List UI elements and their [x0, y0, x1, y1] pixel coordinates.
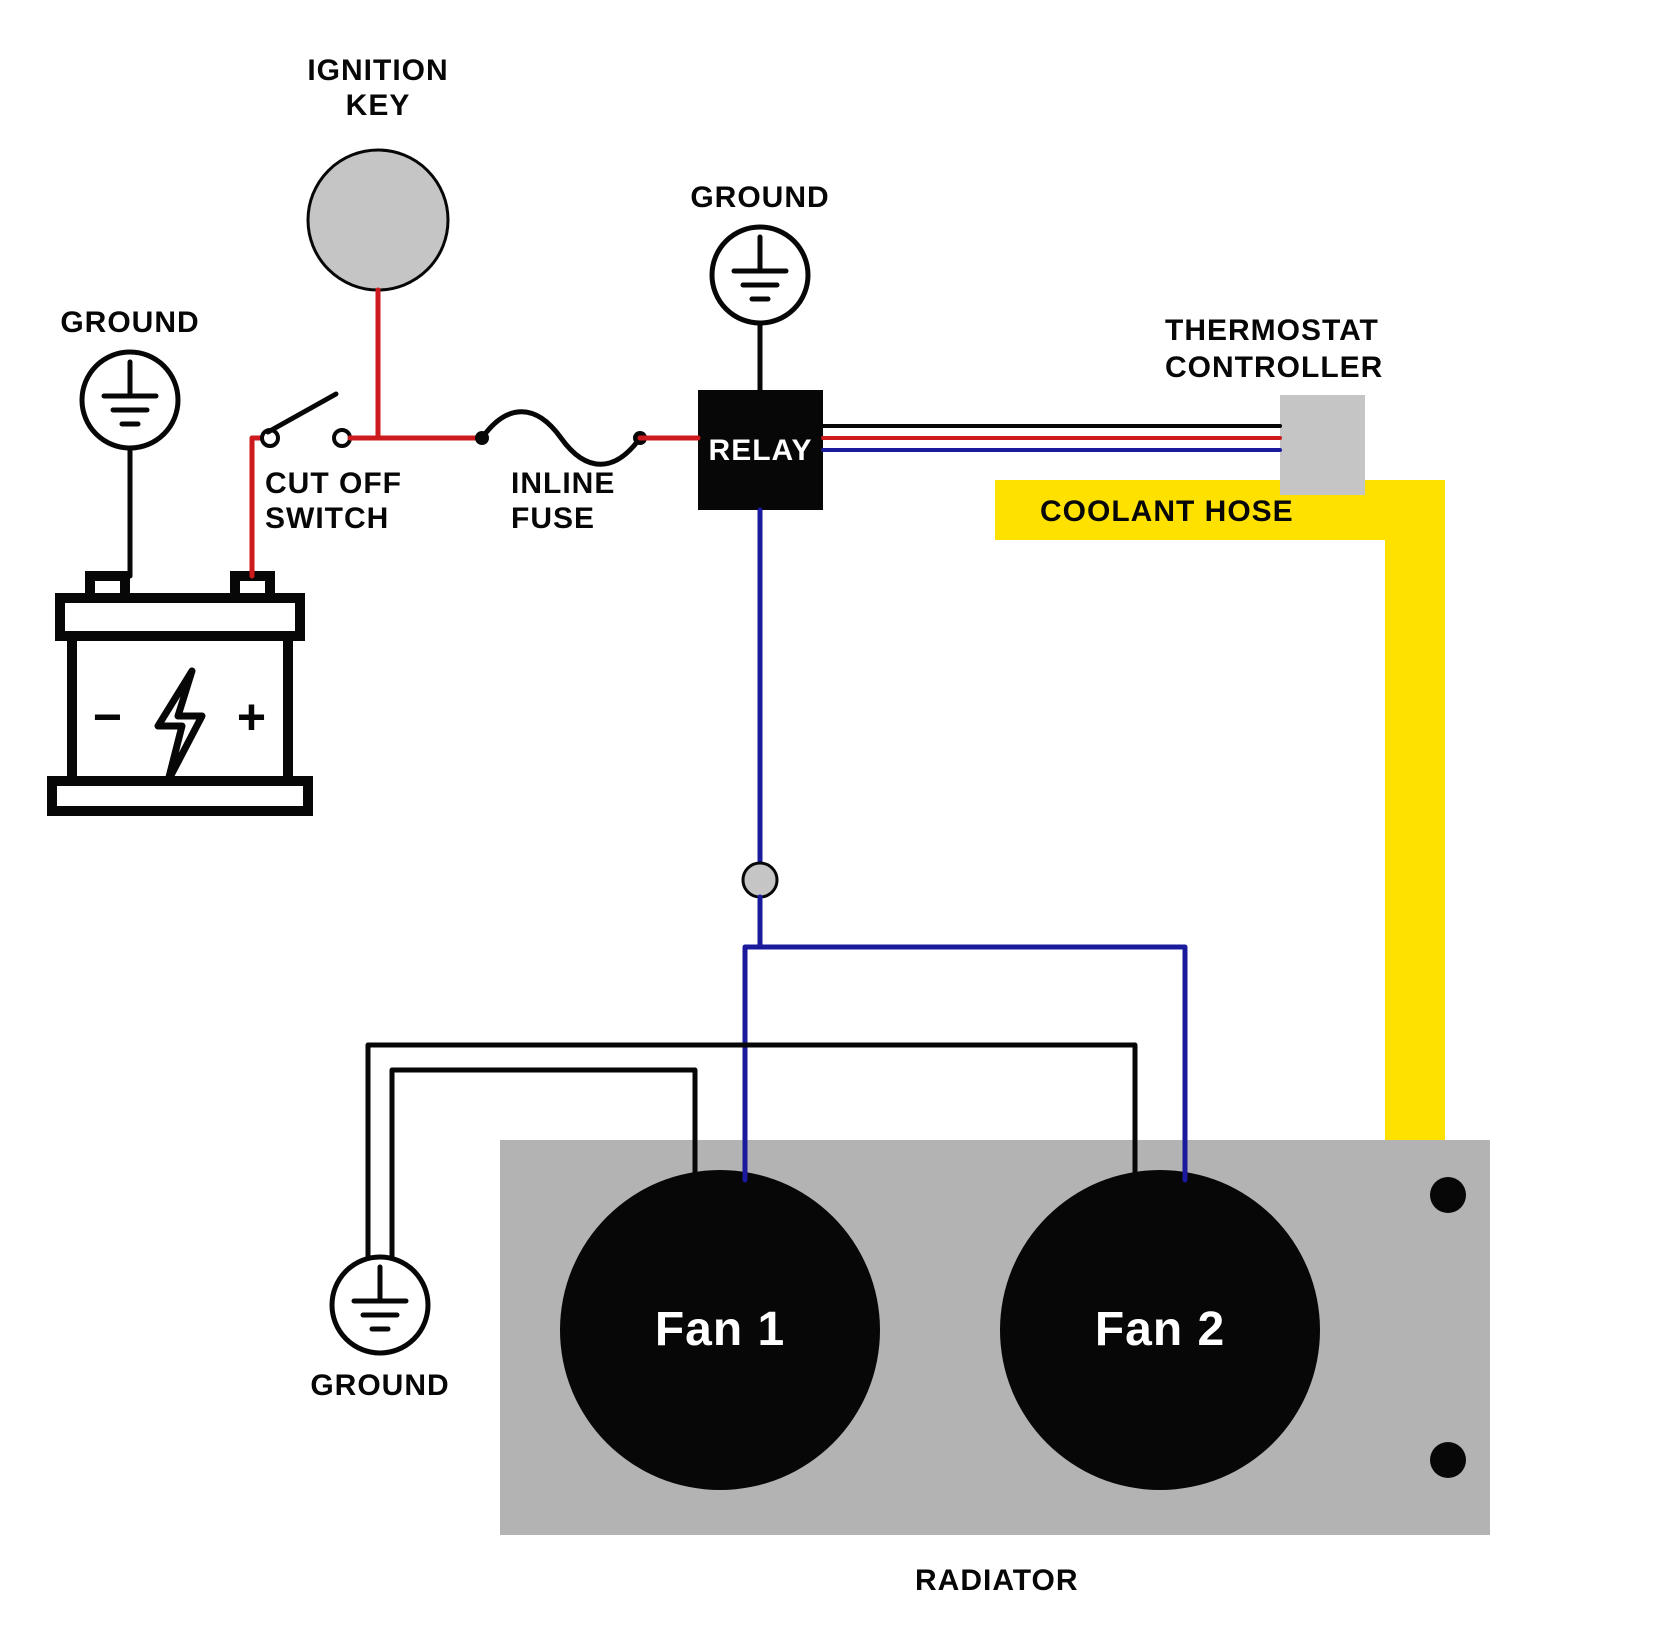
radiator-port-bottom: [1430, 1442, 1466, 1478]
cutoff-label-2: SWITCH: [265, 502, 389, 535]
coolant-hose-vertical: [1385, 480, 1445, 1185]
wiring-diagram: COOLANT HOSE Fan 1 Fan 2 RADIATOR THERMOSTAT…: [0, 0, 1678, 1638]
thermostat-label-1: THERMOSTAT: [1165, 314, 1379, 347]
fan-2-label: Fan 2: [1095, 1303, 1225, 1356]
thermostat-label-2: CONTROLLER: [1165, 351, 1383, 384]
radiator-port-top: [1430, 1177, 1466, 1213]
battery-bolt-icon: [158, 671, 202, 781]
radiator-label: RADIATOR: [915, 1564, 1079, 1597]
wire-battery-to-switch: [252, 438, 260, 576]
ignition-label-1: IGNITION: [307, 54, 448, 87]
fan-1-label: Fan 1: [655, 1303, 785, 1356]
wire-junction-to-fan1: [745, 897, 760, 1180]
svg-text:−: −: [93, 689, 123, 745]
switch-lever: [268, 394, 336, 432]
svg-text:+: +: [237, 689, 267, 745]
ignition-label-2: KEY: [346, 89, 411, 122]
fuse-label-1: INLINE: [511, 467, 615, 500]
relay-label: RELAY: [709, 434, 813, 467]
coolant-hose-label: COOLANT HOSE: [1040, 495, 1294, 528]
ground-relay-label: GROUND: [690, 181, 829, 214]
ignition-key: [308, 150, 448, 290]
cutoff-label-1: CUT OFF: [265, 467, 402, 500]
fuse-label-2: FUSE: [511, 502, 595, 535]
ground-fans-label: GROUND: [310, 1369, 449, 1402]
thermostat-controller: [1280, 395, 1365, 495]
inline-fuse: [482, 412, 640, 465]
wire-junction: [743, 863, 777, 897]
ground-battery-label: GROUND: [60, 306, 199, 339]
